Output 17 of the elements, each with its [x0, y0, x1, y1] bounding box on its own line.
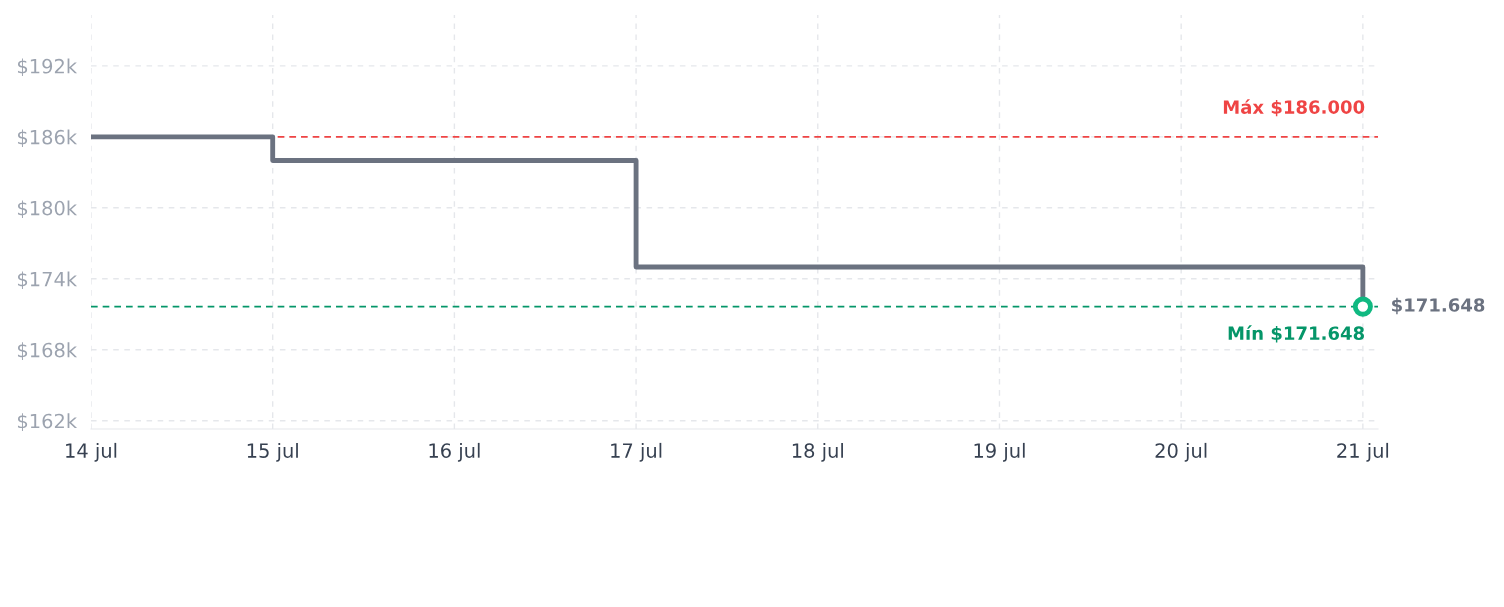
x-tick-label: 14 jul	[66, 442, 117, 462]
y-tick-label: $162k	[17, 413, 78, 431]
annotation: $171.648	[1392, 297, 1485, 315]
x-tick-label: 18 jul	[792, 442, 843, 462]
x-tick-label: 21 jul	[1337, 442, 1389, 462]
y-tick-label: $168k	[17, 342, 78, 360]
y-tick-label: $192k	[17, 58, 78, 77]
y-tick-label: $174k	[17, 271, 78, 290]
x-tick-label: 20 jul	[1155, 442, 1207, 462]
x-tick-label: 16 jul	[429, 442, 480, 462]
y-tick-label: $180k	[17, 200, 78, 219]
x-tick-label: 19 jul	[974, 442, 1025, 462]
y-tick-label: $186k	[17, 129, 78, 148]
ref-line-label: Máx $186.000	[1223, 99, 1365, 117]
x-tick-label: 17 jul	[611, 442, 662, 462]
ref-line-label: Mín $171.648	[1228, 325, 1365, 343]
x-tick-label: 15 jul	[247, 442, 298, 462]
